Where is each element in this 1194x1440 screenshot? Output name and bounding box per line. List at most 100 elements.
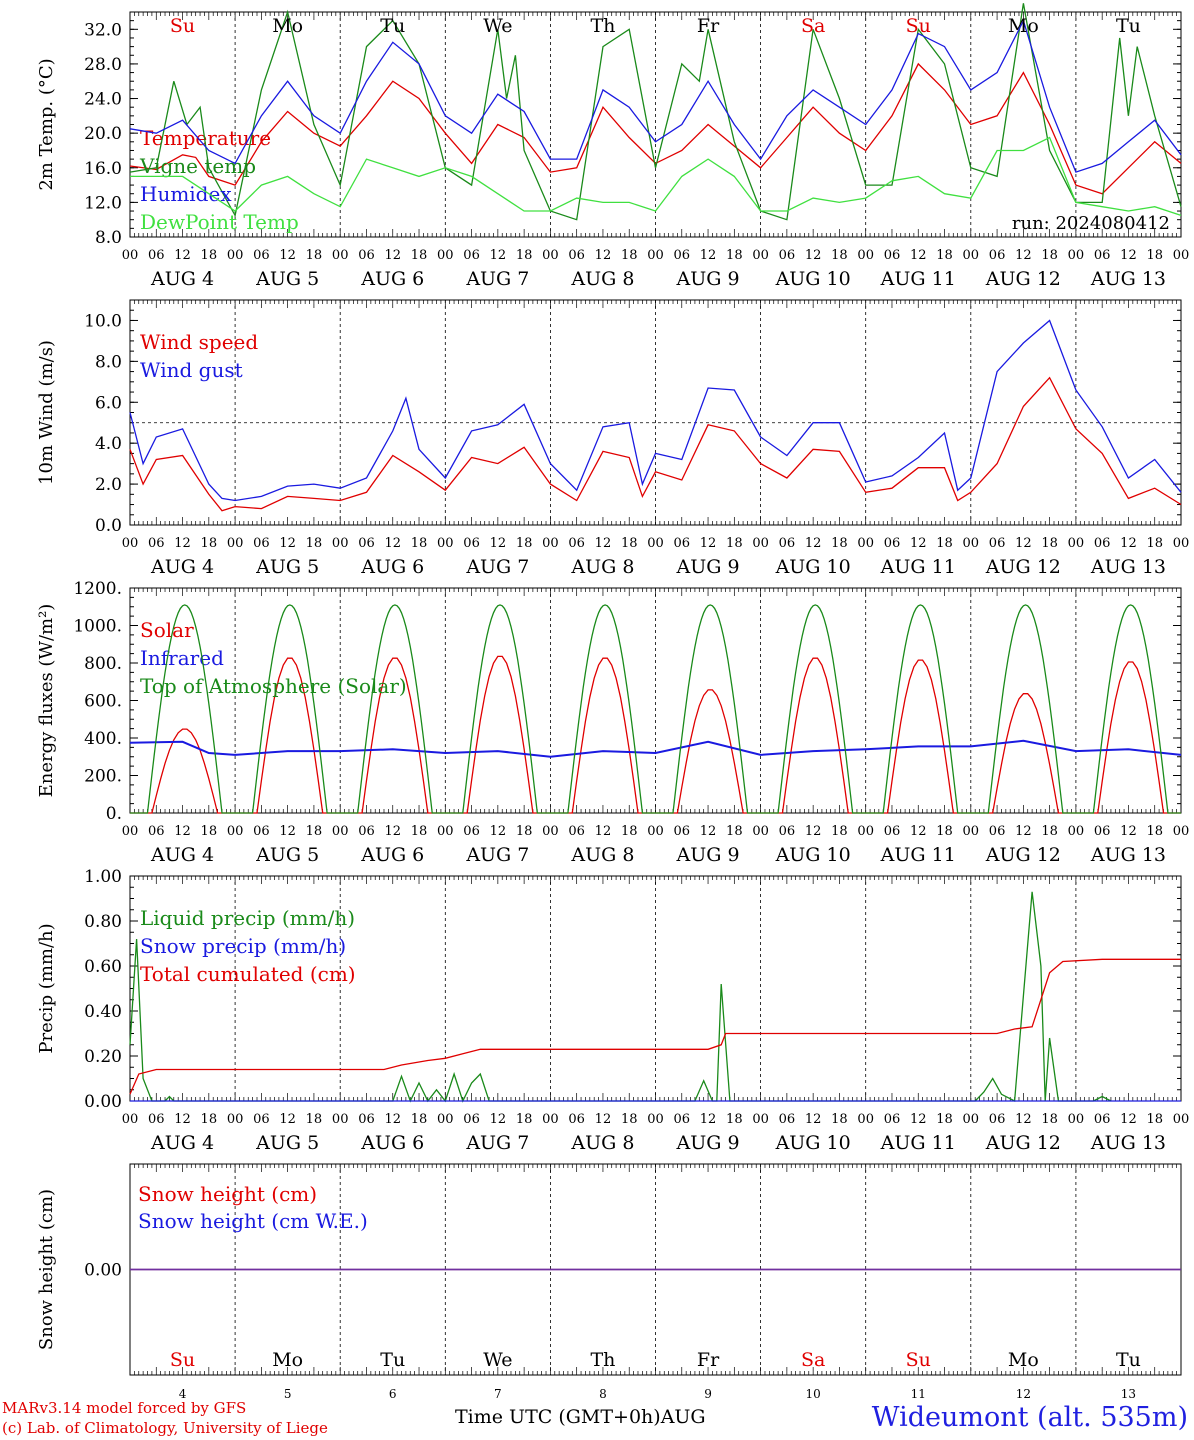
x-hour-label: 18 bbox=[201, 824, 218, 839]
x-hour-label: 12 bbox=[384, 248, 401, 263]
y-tick-label: 2.0 bbox=[95, 475, 122, 495]
x-hour-label: 18 bbox=[516, 248, 533, 263]
x-hour-label: 00 bbox=[647, 824, 664, 839]
x-hour-label: 00 bbox=[752, 536, 769, 551]
day-name-label: Th bbox=[590, 15, 615, 37]
x-hour-label: 00 bbox=[1173, 536, 1190, 551]
x-hour-label: 12 bbox=[174, 1112, 191, 1127]
series-line-infrared bbox=[129, 739, 1182, 758]
x-hour-label: 00 bbox=[1173, 1112, 1190, 1127]
x-hour-label: 18 bbox=[936, 824, 953, 839]
x-hour-label: 00 bbox=[332, 536, 349, 551]
y-axis-label: Precip (mm/h) bbox=[36, 923, 57, 1053]
x-hour-label: 18 bbox=[936, 248, 953, 263]
x-hour-label: 06 bbox=[779, 1112, 796, 1127]
series-line-dewpoint-temp bbox=[130, 136, 1182, 217]
x-hour-label: 00 bbox=[857, 248, 874, 263]
x-hour-label: 12 bbox=[700, 536, 717, 551]
x-date-label: AUG 13 bbox=[1090, 1132, 1166, 1154]
legend-label: Wind gust bbox=[140, 358, 243, 382]
x-hour-label: 06 bbox=[358, 248, 375, 263]
day-number-label: 13 bbox=[1121, 1387, 1136, 1401]
x-hour-label: 00 bbox=[122, 1112, 139, 1127]
x-hour-label: 06 bbox=[989, 1112, 1006, 1127]
x-date-label: AUG 4 bbox=[150, 844, 214, 866]
day-number-label: 11 bbox=[911, 1387, 926, 1401]
x-hour-label: 18 bbox=[831, 1112, 848, 1127]
x-hour-label: 06 bbox=[779, 248, 796, 263]
x-hour-label: 00 bbox=[752, 1112, 769, 1127]
x-hour-label: 00 bbox=[227, 824, 244, 839]
x-hour-label: 00 bbox=[857, 536, 874, 551]
x-hour-label: 00 bbox=[752, 248, 769, 263]
x-hour-label: 12 bbox=[910, 1112, 927, 1127]
x-hour-label: 12 bbox=[910, 536, 927, 551]
x-date-label: AUG 5 bbox=[255, 268, 319, 290]
panel-5: 0.00 Snow height (cm) Snow height (cm) Snow… bbox=[36, 1163, 1182, 1401]
x-hour-label: 06 bbox=[358, 1112, 375, 1127]
x-hour-label: 12 bbox=[700, 824, 717, 839]
x-hour-label: 12 bbox=[1015, 824, 1032, 839]
day-name-label: Su bbox=[170, 1349, 195, 1371]
day-name-label: Mo bbox=[1008, 1349, 1039, 1371]
day-number-label: 6 bbox=[389, 1387, 397, 1401]
month-label: AUG bbox=[660, 1406, 706, 1428]
y-tick-label: 0.00 bbox=[84, 1092, 122, 1112]
y-tick-label: 1000. bbox=[73, 617, 122, 637]
x-hour-label: 12 bbox=[595, 1112, 612, 1127]
x-hour-label: 06 bbox=[674, 1112, 691, 1127]
x-hour-label: 06 bbox=[989, 536, 1006, 551]
x-hour-label: 12 bbox=[384, 536, 401, 551]
x-hour-label: 00 bbox=[227, 536, 244, 551]
x-hour-label: 12 bbox=[805, 248, 822, 263]
x-hour-label: 12 bbox=[174, 248, 191, 263]
x-hour-label: 18 bbox=[621, 1112, 638, 1127]
x-hour-label: 00 bbox=[122, 536, 139, 551]
x-hour-label: 18 bbox=[201, 536, 218, 551]
day-number-label: 5 bbox=[284, 1387, 292, 1401]
x-date-label: AUG 5 bbox=[255, 556, 319, 578]
series-line-wind-gust bbox=[129, 319, 1182, 502]
legend-label: Top of Atmosphere (Solar) bbox=[140, 674, 407, 698]
plot-frame bbox=[129, 11, 1182, 238]
legend-label: Humidex bbox=[140, 182, 232, 206]
x-hour-label: 18 bbox=[936, 1112, 953, 1127]
x-hour-label: 12 bbox=[279, 248, 296, 263]
y-axis-label: 10m Wind (m/s) bbox=[36, 340, 57, 485]
day-name-label: Su bbox=[170, 15, 195, 37]
x-date-label: AUG 12 bbox=[985, 844, 1061, 866]
x-hour-label: 12 bbox=[1015, 1112, 1032, 1127]
x-date-label: AUG 7 bbox=[465, 268, 529, 290]
x-hour-label: 18 bbox=[306, 248, 323, 263]
x-hour-label: 00 bbox=[437, 248, 454, 263]
copyright-credit: (c) Lab. of Climatology, University of L… bbox=[2, 1419, 328, 1437]
series-line-temperature bbox=[129, 62, 1182, 195]
x-hour-label: 00 bbox=[647, 536, 664, 551]
x-hour-label: 18 bbox=[726, 248, 743, 263]
x-date-label: AUG 10 bbox=[775, 1132, 851, 1154]
x-hour-label: 00 bbox=[752, 824, 769, 839]
legend-label: Liquid precip (mm/h) bbox=[140, 906, 355, 930]
x-date-label: AUG 10 bbox=[775, 268, 851, 290]
y-tick-label: 4.0 bbox=[95, 434, 122, 454]
day-name-label: Fr bbox=[697, 1349, 720, 1371]
x-hour-label: 06 bbox=[1094, 824, 1111, 839]
x-hour-label: 12 bbox=[384, 1112, 401, 1127]
x-hour-label: 12 bbox=[700, 248, 717, 263]
plot-frame bbox=[129, 587, 1182, 814]
x-hour-label: 00 bbox=[227, 248, 244, 263]
legend-label: Infrared bbox=[140, 646, 224, 670]
panel-4: 0.00 0.20 0.40 0.60 0.80 1.00 Precip (mm/h) 00 0… bbox=[36, 867, 1189, 1154]
x-hour-label: 12 bbox=[910, 248, 927, 263]
x-hour-label: 18 bbox=[306, 536, 323, 551]
x-date-label: AUG 7 bbox=[465, 1132, 529, 1154]
x-hour-label: 18 bbox=[1146, 824, 1163, 839]
x-hour-label: 06 bbox=[1094, 536, 1111, 551]
x-hour-label: 12 bbox=[1015, 248, 1032, 263]
day-name-label: Sa bbox=[801, 15, 825, 37]
x-hour-label: 06 bbox=[779, 536, 796, 551]
x-hour-label: 00 bbox=[857, 824, 874, 839]
day-number-label: 7 bbox=[494, 1387, 502, 1401]
x-hour-label: 12 bbox=[490, 824, 507, 839]
